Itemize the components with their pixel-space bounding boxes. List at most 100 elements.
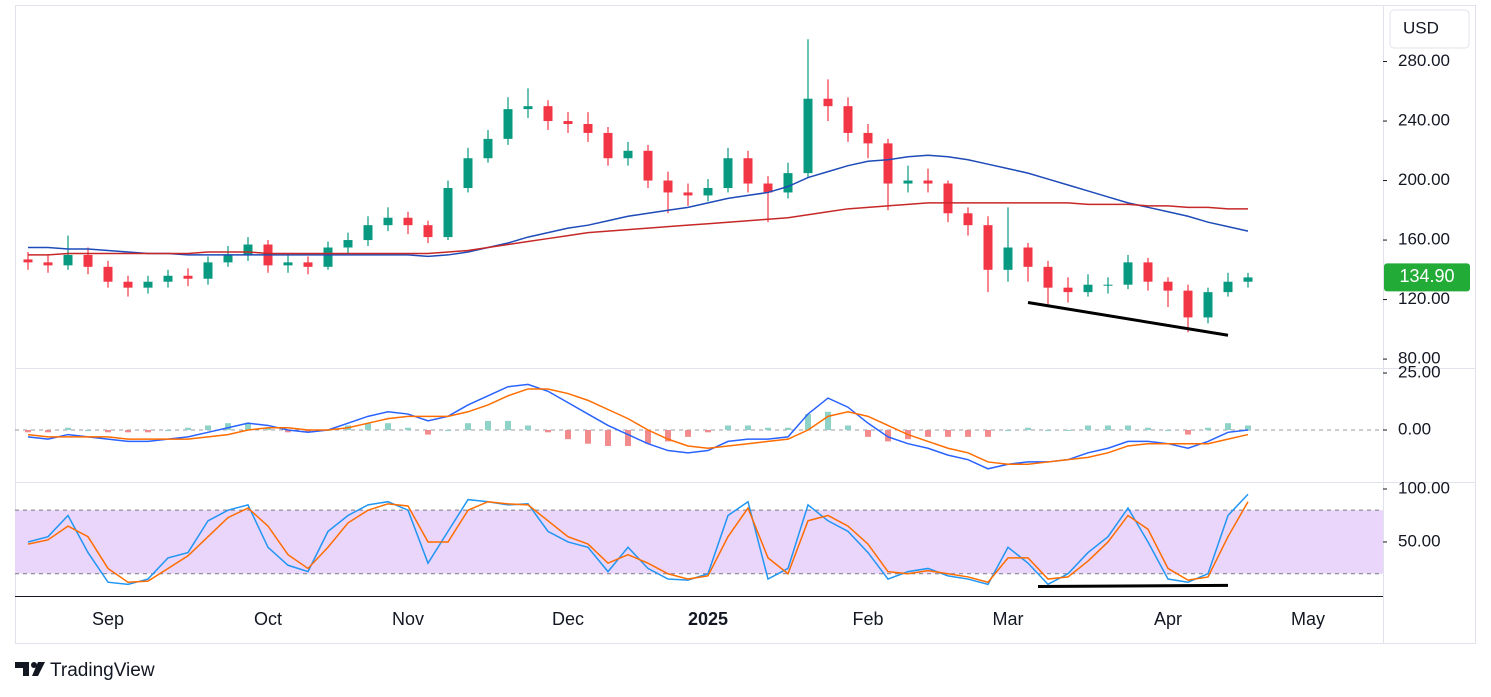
pane bbox=[23, 39, 1253, 337]
candle-body bbox=[1003, 247, 1013, 270]
histogram-bar bbox=[765, 427, 771, 431]
moving-average bbox=[28, 154, 1249, 258]
candle-body bbox=[1103, 284, 1113, 286]
last-price-box bbox=[1384, 263, 1470, 292]
histogram-bar bbox=[165, 430, 171, 432]
candle-body bbox=[443, 187, 453, 238]
candle-body bbox=[243, 244, 253, 255]
candle-body bbox=[763, 183, 773, 193]
candle-body bbox=[503, 109, 513, 139]
histogram-bar bbox=[965, 430, 971, 437]
indicator-line bbox=[27, 500, 1249, 584]
candle-body bbox=[203, 262, 213, 279]
x-tick-label: May bbox=[1291, 609, 1325, 629]
histogram-bar bbox=[305, 430, 311, 433]
candle-body bbox=[423, 225, 433, 238]
candle-body bbox=[563, 121, 573, 125]
candle-body bbox=[1123, 262, 1133, 285]
x-tick-label: Nov bbox=[392, 609, 424, 629]
y-tick-label: 280.00 bbox=[1398, 51, 1450, 70]
histogram-bar bbox=[285, 430, 291, 433]
candle-body bbox=[723, 158, 733, 188]
candle-body bbox=[363, 225, 373, 241]
histogram-bar bbox=[1205, 427, 1211, 431]
candle-body bbox=[783, 173, 793, 193]
candle-body bbox=[703, 187, 713, 196]
y-tick-label: 25.00 bbox=[1398, 363, 1441, 382]
candle-body bbox=[223, 254, 233, 263]
histogram-bar bbox=[125, 430, 131, 433]
histogram-bar bbox=[505, 420, 511, 431]
candle-body bbox=[403, 217, 413, 226]
candle-body bbox=[943, 183, 953, 214]
histogram-bar bbox=[485, 420, 491, 431]
candle-body bbox=[983, 225, 993, 270]
pane bbox=[15, 383, 1383, 470]
histogram-bar bbox=[25, 430, 31, 433]
candle-body bbox=[383, 217, 393, 226]
candle-body bbox=[803, 98, 813, 174]
histogram-bar bbox=[45, 430, 51, 433]
last-price-label: 134.90 bbox=[1399, 266, 1454, 286]
x-tick-label: Feb bbox=[852, 609, 883, 629]
candle-body bbox=[903, 180, 913, 184]
indicator-line bbox=[27, 388, 1249, 465]
candle-body bbox=[23, 259, 33, 263]
currency-label[interactable]: USD bbox=[1403, 18, 1439, 37]
histogram-bar bbox=[1225, 423, 1231, 431]
histogram-bar bbox=[825, 411, 831, 431]
y-tick-label: 100.00 bbox=[1398, 478, 1450, 497]
candle-body bbox=[923, 180, 933, 184]
histogram-bar bbox=[805, 414, 811, 431]
histogram-bar bbox=[785, 427, 791, 431]
candle-body bbox=[623, 150, 633, 159]
histogram-bar bbox=[845, 425, 851, 431]
histogram-bar bbox=[865, 430, 871, 437]
candle-body bbox=[643, 150, 653, 181]
histogram-bar bbox=[1045, 430, 1051, 432]
candle-body bbox=[483, 138, 493, 159]
y-tick-label: 50.00 bbox=[1398, 531, 1441, 550]
candle-body bbox=[1143, 262, 1153, 282]
candle-body bbox=[883, 143, 893, 184]
histogram-bar bbox=[105, 430, 111, 433]
candle-body bbox=[1203, 292, 1213, 318]
candle-body bbox=[843, 106, 853, 133]
candle-body bbox=[663, 180, 673, 193]
candle-body bbox=[1063, 287, 1073, 293]
histogram-bar bbox=[1165, 430, 1171, 432]
level-band bbox=[15, 510, 1383, 574]
candle-body bbox=[963, 213, 973, 226]
candle-body bbox=[523, 106, 533, 110]
candle-body bbox=[543, 106, 553, 122]
candle-body bbox=[1243, 277, 1253, 282]
candle-body bbox=[1023, 247, 1033, 267]
candle-body bbox=[103, 266, 113, 282]
histogram-bar bbox=[1005, 430, 1011, 432]
x-tick-label: Sep bbox=[92, 609, 124, 629]
histogram-bar bbox=[85, 430, 91, 432]
candle-body bbox=[863, 132, 873, 144]
trendline bbox=[1027, 301, 1229, 337]
histogram-bar bbox=[525, 425, 531, 431]
histogram-bar bbox=[65, 427, 71, 431]
pane bbox=[15, 493, 1383, 588]
histogram-bar bbox=[1105, 425, 1111, 431]
histogram-bar bbox=[1025, 427, 1031, 431]
histogram-bar bbox=[745, 425, 751, 431]
histogram-bar bbox=[205, 425, 211, 431]
histogram-bar bbox=[985, 430, 991, 437]
x-tick-label: 2025 bbox=[688, 609, 728, 629]
candle-body bbox=[1083, 284, 1093, 293]
candle-body bbox=[283, 262, 293, 266]
histogram-bar bbox=[185, 427, 191, 431]
y-tick-label: 240.00 bbox=[1398, 111, 1450, 130]
candle-body bbox=[583, 124, 593, 133]
candle-body bbox=[183, 275, 193, 279]
histogram-bar bbox=[725, 425, 731, 431]
x-tick-label: Apr bbox=[1154, 609, 1182, 629]
candle-body bbox=[1223, 281, 1233, 293]
candle-body bbox=[683, 192, 693, 196]
x-tick-label: Oct bbox=[254, 609, 282, 629]
currency-button[interactable] bbox=[1389, 9, 1470, 49]
